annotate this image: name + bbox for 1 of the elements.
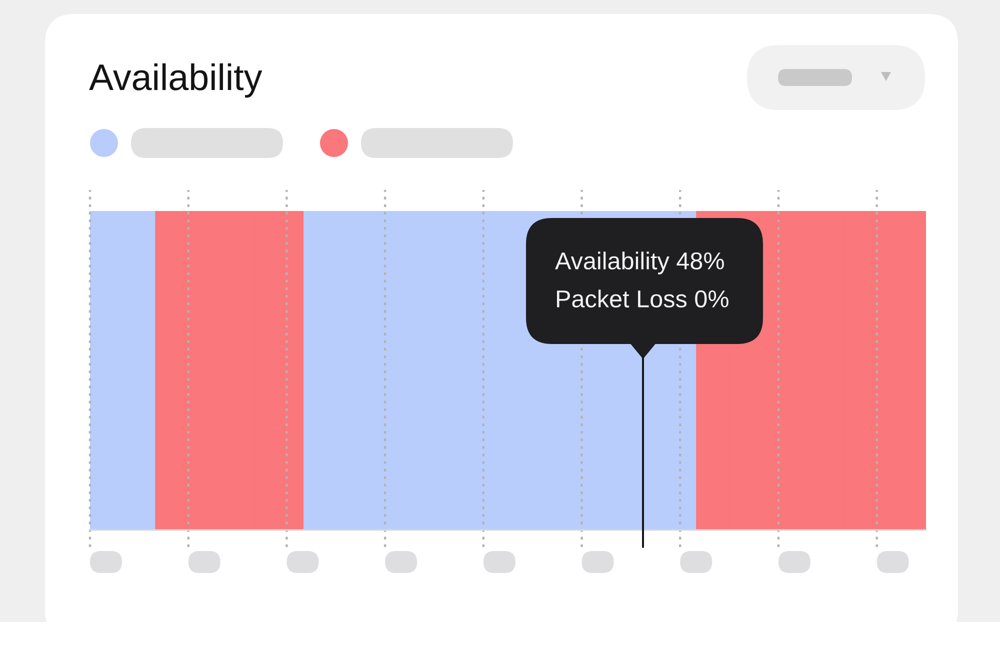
- chart-title: Availability: [89, 63, 262, 98]
